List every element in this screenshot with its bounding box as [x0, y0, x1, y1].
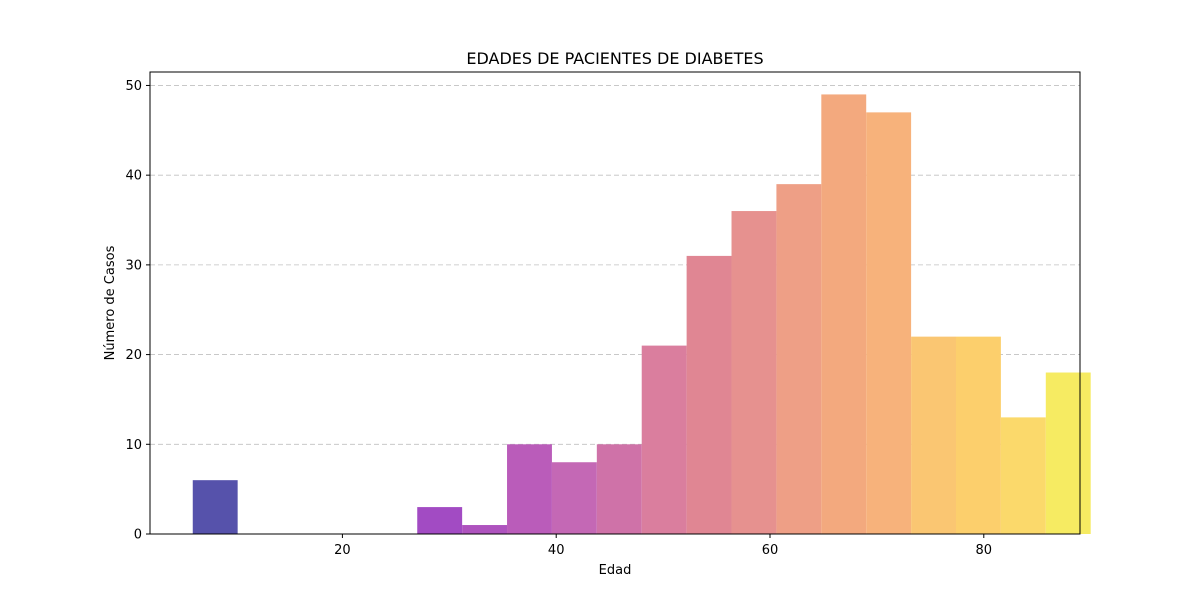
- x-tick-label: 80: [976, 543, 993, 558]
- histogram-bar: [956, 336, 1001, 534]
- histogram-bar: [507, 444, 552, 534]
- histogram-bar: [192, 480, 238, 534]
- histogram-bar: [911, 336, 956, 534]
- chart-title: EDADES DE PACIENTES DE DIABETES: [466, 49, 763, 68]
- histogram-bar: [776, 184, 822, 534]
- y-tick-label: 30: [125, 258, 142, 273]
- histogram-bar: [686, 255, 732, 535]
- histogram-bar: [1000, 417, 1046, 534]
- histogram-bar: [462, 525, 508, 534]
- histogram-bar: [731, 211, 777, 535]
- histogram-bar: [1045, 372, 1091, 534]
- x-tick-label: 40: [548, 543, 565, 558]
- y-tick-label: 0: [134, 528, 142, 543]
- y-tick-label: 40: [125, 169, 142, 184]
- x-axis-label: Edad: [599, 563, 632, 578]
- histogram-bar: [821, 94, 867, 534]
- plot-frame: [149, 71, 1081, 535]
- y-tick-label: 20: [125, 348, 142, 363]
- y-axis-label: Número de Casos: [103, 245, 118, 360]
- histogram-bar: [641, 345, 687, 534]
- histogram-bar: [596, 444, 642, 534]
- x-tick-label: 20: [334, 543, 351, 558]
- histogram-bar: [866, 112, 912, 535]
- x-tick-label: 60: [762, 543, 779, 558]
- histogram-bar: [417, 507, 463, 534]
- histogram-bars: [192, 94, 1091, 535]
- y-tick-label: 10: [125, 438, 142, 453]
- y-tick-label: 50: [125, 79, 142, 94]
- x-axis-ticks: 20 40 60 80: [334, 534, 992, 558]
- y-axis-ticks: 0 10 20 30 40 50: [125, 79, 150, 543]
- histogram-bar: [551, 462, 597, 534]
